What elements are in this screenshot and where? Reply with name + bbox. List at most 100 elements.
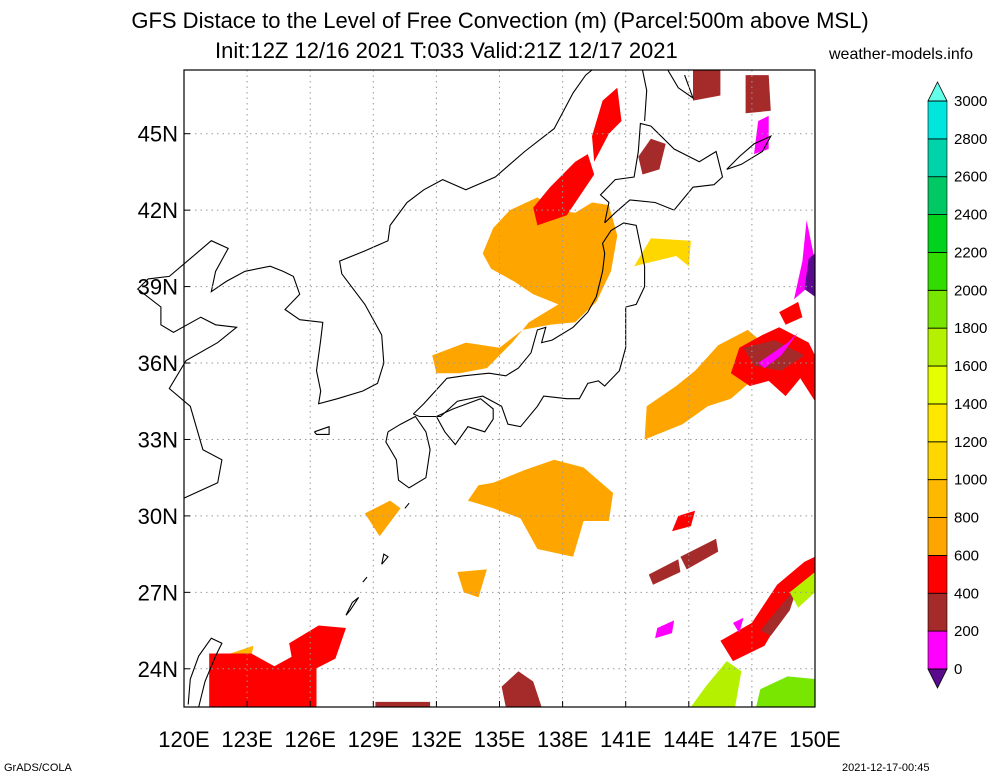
colorbar-label: 600: [954, 547, 979, 564]
footer-right-text: 2021-12-17-00:45: [842, 762, 930, 774]
lon-tick-label: 144E: [663, 727, 714, 752]
lat-tick-label: 39N: [138, 275, 178, 300]
lon-tick-label: 141E: [600, 727, 651, 752]
colorbar-segment: [927, 290, 948, 329]
coastline-shikoku: [435, 398, 494, 446]
coastline-sakhalin: [641, 69, 648, 122]
grid-lines: [184, 70, 815, 707]
field-red-southeast: [720, 556, 815, 662]
field-brown-patch-2: [648, 559, 681, 585]
colorbar-segment: [927, 100, 948, 140]
colorbar-label: 2600: [954, 169, 987, 186]
field-green-east: [789, 572, 815, 608]
lat-tick-label: 45N: [138, 122, 178, 147]
colorbar-segment: [927, 252, 948, 291]
colorbar-label: 1200: [954, 434, 987, 451]
colorbar-label: 1000: [954, 472, 987, 489]
lon-tick-label: 147E: [726, 727, 777, 752]
colorbar-label: 1800: [954, 320, 987, 337]
field-brown-south: [501, 671, 542, 707]
credit-text: weather-models.info: [829, 46, 974, 63]
coastline-layer: [136, 69, 773, 708]
colorbar-label: 2400: [954, 207, 987, 224]
field-brown-north: [693, 70, 721, 101]
latitude-axis: 24N 27N 30N 33N 36N 39N 42N 45N: [138, 122, 190, 682]
field-red-sea-of-japan: [533, 154, 595, 226]
field-purple-east: [804, 253, 815, 297]
colorbar: 0 200 400 600 800 1000 1200 1400 1600 1800 2000 220…: [927, 81, 987, 689]
coastline-kurils: [726, 135, 773, 170]
colorbar-min-arrow: [927, 668, 948, 689]
field-green-southeast: [756, 676, 815, 707]
field-brown-southeast: [760, 584, 799, 636]
lat-tick-label: 27N: [138, 580, 178, 605]
field-brown-bottom: [375, 701, 431, 707]
colorbar-label: 800: [954, 510, 979, 527]
lon-tick-label: 135E: [474, 727, 525, 752]
field-yellow-tohoku: [634, 238, 691, 267]
lon-tick-label: 150E: [789, 727, 840, 752]
title-line-2: Init:12Z 12/16 2021 T:033 Valid:21Z 12/1…: [215, 38, 678, 63]
lon-tick-label: 123E: [221, 727, 272, 752]
colorbar-segment: [927, 365, 948, 405]
field-red-southwest: [209, 653, 317, 707]
lat-tick-label: 36N: [138, 351, 178, 376]
field-orange-small: [457, 569, 487, 598]
field-orange-kyushu: [364, 500, 401, 537]
colorbar-label: 1400: [954, 396, 987, 413]
coastline-islet: [362, 576, 368, 583]
field-red-east-small: [779, 301, 803, 325]
field-brown-north-east: [745, 75, 771, 114]
colorbar-label: 2000: [954, 282, 987, 299]
lon-tick-label: 132E: [411, 727, 462, 752]
coastline-sakhalin-east: [667, 69, 695, 100]
field-magenta-patch: [758, 332, 799, 369]
coastline-okinawa: [345, 596, 360, 616]
footer-left-text: GrADS/COLA: [4, 762, 72, 774]
lat-tick-label: 30N: [138, 504, 178, 529]
colorbar-label: 0: [954, 661, 962, 678]
colorbar-segment: [927, 630, 948, 670]
field-magenta-north: [754, 115, 769, 155]
coastline-hokkaido: [599, 122, 724, 224]
coastline-asia: [136, 69, 593, 499]
lon-tick-label: 138E: [537, 727, 588, 752]
colorbar-segment: [927, 479, 948, 518]
lon-tick-label: 129E: [348, 727, 399, 752]
field-brown-hokkaido: [638, 138, 666, 175]
field-green-south: [690, 661, 742, 707]
lat-tick-label: 42N: [138, 198, 178, 223]
colorbar-max-arrow: [927, 81, 948, 102]
colorbar-label: 3000: [954, 93, 987, 110]
field-orange-south: [467, 459, 614, 557]
coastline-taiwan: [187, 637, 223, 708]
coastline-islet-2: [404, 502, 410, 509]
lat-tick-label: 24N: [138, 657, 178, 682]
colorbar-segment: [927, 214, 948, 253]
field-red-ryukyu: [289, 625, 346, 679]
colorbar-segment: [927, 403, 948, 443]
field-magenta-spot: [733, 617, 744, 634]
coastline-amami: [381, 553, 389, 565]
colorbar-label: 200: [954, 623, 979, 640]
lfc-field-layer: [209, 70, 815, 707]
colorbar-segment: [927, 555, 948, 594]
coastline-kyushu: [385, 415, 431, 489]
coastline-honshu: [412, 222, 646, 428]
colorbar-label: 2800: [954, 131, 987, 148]
field-magenta-spot-2: [655, 620, 675, 639]
colorbar-segment: [927, 592, 948, 632]
colorbar-label: 1600: [954, 358, 987, 375]
colorbar-label: 400: [954, 585, 979, 602]
field-orange-central: [432, 197, 618, 374]
colorbar-segment: [927, 176, 948, 215]
colorbar-segment: [927, 327, 948, 367]
field-brown-patch: [680, 538, 719, 570]
title-line-1: GFS Distace to the Level of Free Convect…: [131, 8, 869, 33]
lat-tick-label: 33N: [138, 427, 178, 452]
colorbar-segment: [927, 517, 948, 556]
colorbar-segment: [927, 138, 948, 178]
lon-tick-label: 126E: [285, 727, 336, 752]
longitude-axis: 120E 123E 126E 129E 132E 135E 138E 141E 144E 147E…: [158, 701, 841, 752]
